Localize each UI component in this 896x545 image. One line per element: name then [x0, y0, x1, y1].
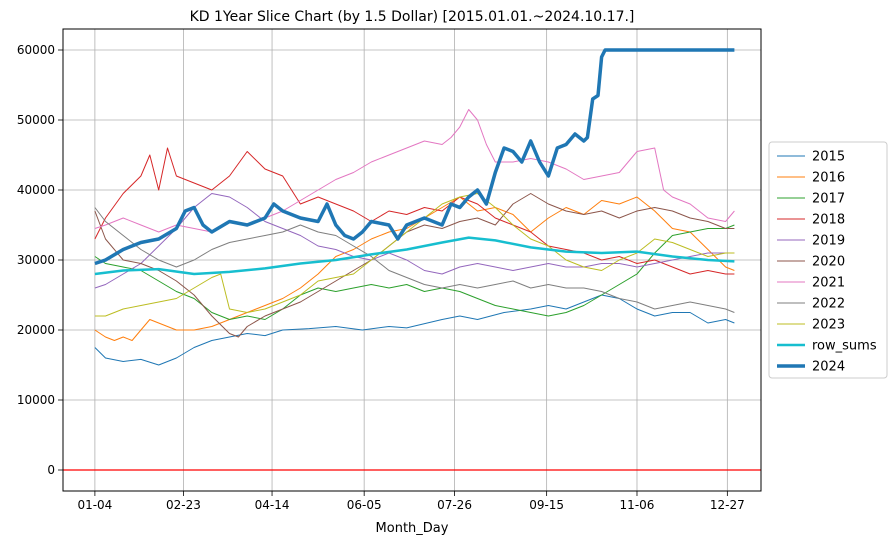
legend-box: [768, 141, 888, 379]
series-line-2017: [94, 224, 735, 320]
y-tick-label: 0: [47, 463, 55, 477]
plot-area: [63, 48, 761, 471]
legend-label-2019: 2019: [812, 234, 845, 249]
x-tick-label: 02-23: [166, 498, 201, 512]
x-tick-label: 07-26: [437, 498, 472, 512]
chart-title: KD 1Year Slice Chart (by 1.5 Dollar) [20…: [190, 9, 635, 25]
legend-label-2024: 2024: [812, 360, 845, 375]
x-axis: 01-04 02-23 04-14 06-05 07-26 09-15 11-06 12-27: [77, 491, 745, 512]
x-tick-label: 09-15: [529, 498, 564, 512]
series-line-2016: [94, 196, 735, 341]
legend-label-2015: 2015: [812, 150, 845, 165]
series-lines: [94, 48, 735, 366]
x-tick-label: 06-05: [347, 498, 382, 512]
legend-label-2016: 2016: [812, 171, 845, 186]
x-axis-label: Month_Day: [376, 521, 449, 536]
series-line-row_sums: [94, 236, 735, 276]
legend-label-2017: 2017: [812, 192, 845, 207]
grid-lines: [63, 29, 761, 491]
series-line-2024: [94, 48, 735, 266]
x-tick-label: 12-27: [710, 498, 745, 512]
y-tick-label: 50000: [17, 113, 55, 127]
x-tick-label: 01-04: [77, 498, 112, 512]
y-tick-label: 30000: [17, 253, 55, 267]
series-line-2018: [94, 147, 735, 275]
legend-label-2023: 2023: [812, 318, 845, 333]
series-line-2022: [94, 207, 735, 313]
series-line-2023: [94, 193, 735, 317]
legend: 2015 2016 2017 2018 2019 2020 2021 2022 2023 row_…: [768, 141, 888, 379]
y-axis: 0 10000 20000 30000 40000 50000 60000: [17, 43, 63, 477]
x-tick-label: 11-06: [620, 498, 655, 512]
legend-label-2020: 2020: [812, 255, 845, 270]
legend-items: 2015 2016 2017 2018 2019 2020 2021 2022 2023 row_…: [777, 150, 877, 375]
series-line-2021: [94, 109, 735, 233]
y-tick-label: 20000: [17, 323, 55, 337]
y-tick-label: 10000: [17, 393, 55, 407]
series-line-2015: [94, 294, 735, 366]
legend-label-2021: 2021: [812, 276, 845, 291]
legend-label-2022: 2022: [812, 297, 845, 312]
legend-label-2018: 2018: [812, 213, 845, 228]
y-tick-label: 40000: [17, 183, 55, 197]
y-tick-label: 60000: [17, 43, 55, 57]
x-tick-label: 04-14: [255, 498, 290, 512]
legend-label-row_sums: row_sums: [812, 339, 877, 354]
series-line-2019: [94, 193, 735, 289]
